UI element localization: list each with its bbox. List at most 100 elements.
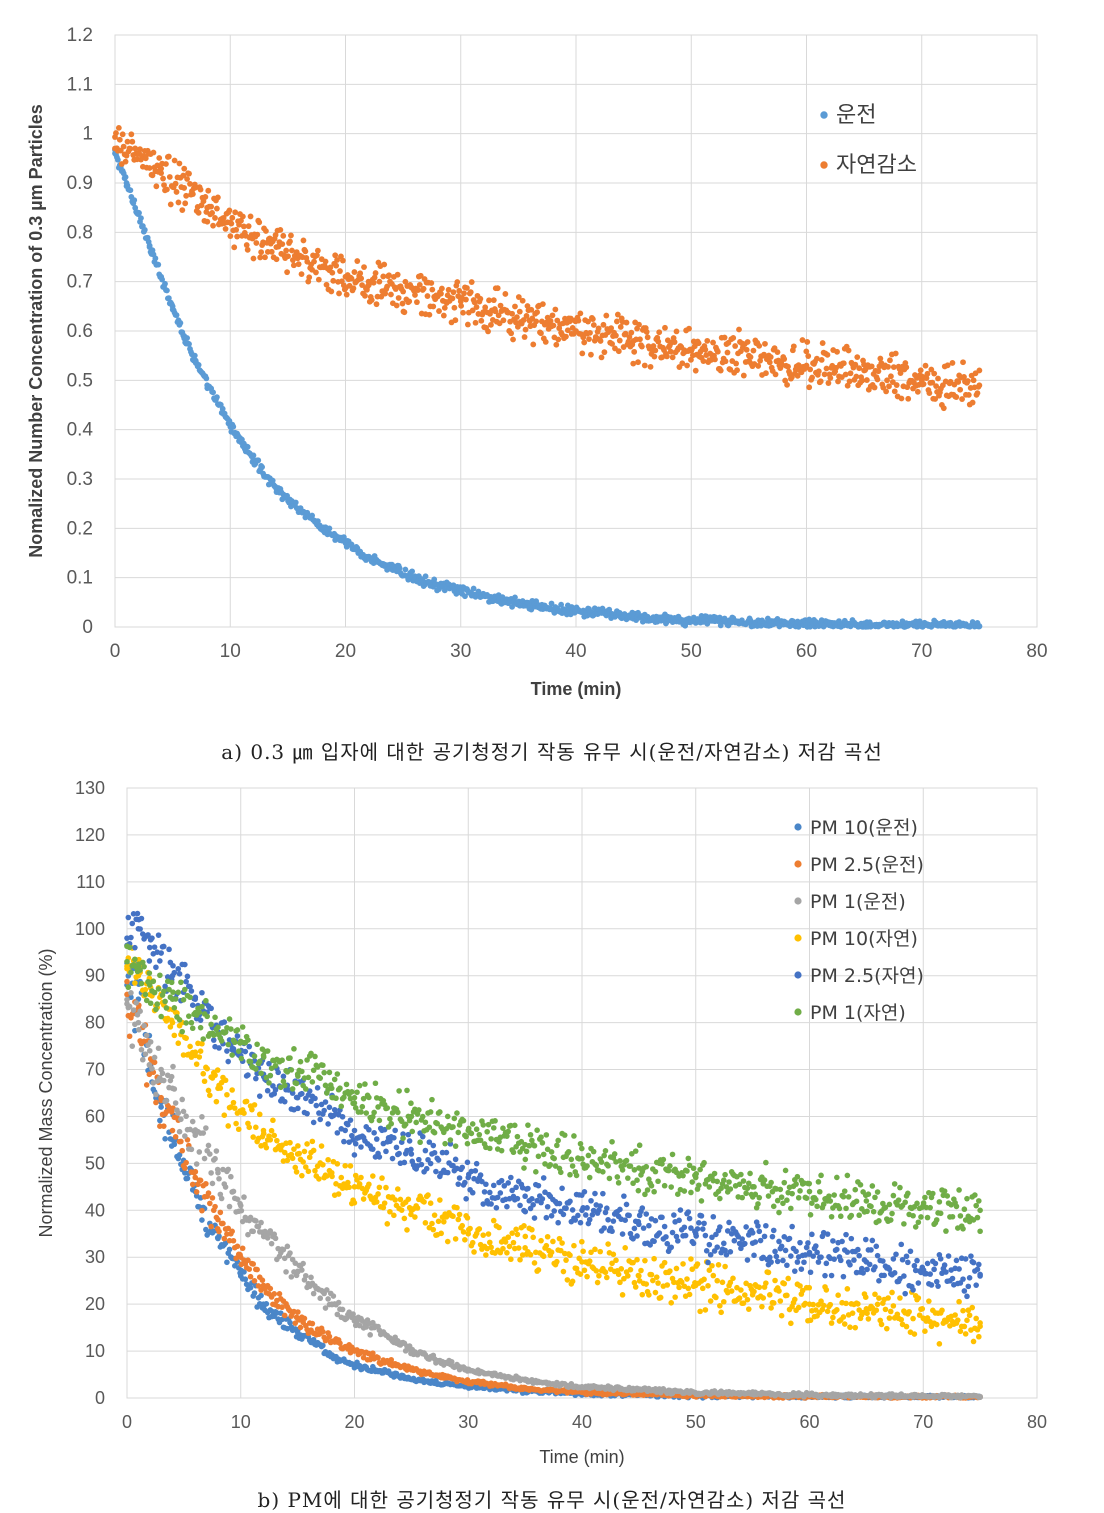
- data-point: [428, 280, 435, 286]
- data-point: [186, 341, 192, 347]
- data-point: [284, 1157, 291, 1164]
- y-tick-label: 40: [85, 1200, 105, 1220]
- data-point: [395, 295, 402, 301]
- data-point: [280, 1073, 287, 1080]
- data-point: [510, 1239, 517, 1246]
- data-point: [392, 1127, 398, 1134]
- data-point: [460, 309, 466, 316]
- data-point: [842, 371, 849, 378]
- data-point: [577, 1271, 584, 1277]
- data-point: [171, 1141, 178, 1148]
- data-point: [243, 1098, 250, 1105]
- data-point: [634, 1256, 640, 1263]
- data-point: [191, 352, 198, 359]
- data-point: [188, 988, 195, 994]
- data-point: [513, 319, 519, 326]
- data-point: [326, 525, 333, 532]
- data-point: [292, 499, 299, 506]
- data-point: [422, 1147, 429, 1154]
- data-point: [271, 1291, 278, 1297]
- data-point: [419, 1133, 426, 1140]
- data-point: [222, 225, 229, 232]
- data-point: [283, 247, 290, 254]
- data-point: [673, 328, 680, 335]
- data-point: [433, 1168, 439, 1175]
- data-point: [742, 1292, 748, 1298]
- data-point: [221, 1235, 228, 1242]
- data-point: [685, 1285, 692, 1292]
- data-point: [813, 355, 820, 362]
- x-tick-label: 20: [344, 1412, 364, 1432]
- data-point: [405, 1131, 412, 1138]
- data-point: [279, 1304, 285, 1311]
- data-point: [255, 1283, 262, 1289]
- data-point: [329, 269, 336, 276]
- data-point: [295, 261, 302, 268]
- data-point: [615, 1271, 622, 1278]
- data-point: [398, 1207, 405, 1213]
- data-point: [576, 1255, 582, 1262]
- data-point: [334, 257, 341, 263]
- data-point: [820, 1302, 827, 1309]
- data-point: [639, 1291, 646, 1298]
- legend-marker: [820, 111, 828, 119]
- data-point: [260, 1130, 267, 1137]
- data-point: [430, 1226, 437, 1233]
- data-point: [256, 219, 263, 226]
- data-point: [383, 1184, 389, 1191]
- data-point: [192, 1168, 199, 1175]
- data-point: [168, 1073, 175, 1080]
- data-point: [919, 1306, 926, 1312]
- data-point: [339, 1306, 346, 1313]
- data-point: [717, 1302, 723, 1309]
- data-point: [401, 1215, 408, 1222]
- data-point: [563, 1257, 569, 1263]
- data-point: [757, 357, 764, 364]
- data-point: [482, 304, 489, 311]
- data-point: [416, 281, 423, 288]
- data-point: [635, 359, 641, 366]
- data-point: [186, 170, 192, 177]
- data-point: [803, 348, 810, 355]
- data-point: [366, 1126, 372, 1133]
- data-point: [229, 1228, 235, 1235]
- data-point: [183, 1035, 189, 1041]
- data-point: [684, 362, 690, 369]
- data-point: [143, 1032, 150, 1039]
- data-point: [438, 1230, 444, 1237]
- data-point: [613, 318, 620, 325]
- data-point: [187, 983, 193, 990]
- data-point: [509, 1187, 515, 1194]
- data-point: [386, 272, 392, 279]
- data-point: [288, 232, 294, 239]
- data-point: [126, 1003, 133, 1010]
- data-point: [210, 222, 216, 229]
- data-point: [809, 374, 815, 381]
- data-point: [547, 318, 554, 324]
- data-point: [705, 1283, 711, 1289]
- data-point: [601, 349, 608, 356]
- data-point: [872, 1291, 878, 1298]
- data-point: [393, 302, 400, 309]
- data-point: [381, 261, 388, 268]
- data-point: [508, 330, 515, 337]
- data-point: [423, 1165, 430, 1172]
- data-point: [151, 1059, 158, 1066]
- data-point: [175, 966, 182, 972]
- data-point: [362, 292, 368, 299]
- data-point: [202, 193, 209, 200]
- data-point: [139, 1056, 146, 1063]
- data-point: [258, 249, 265, 256]
- data-point: [767, 1292, 773, 1298]
- data-point: [341, 1138, 347, 1145]
- data-point: [192, 994, 199, 1001]
- data-point: [883, 388, 890, 395]
- data-point: [310, 1147, 317, 1154]
- data-point: [550, 322, 557, 329]
- data-point: [471, 299, 478, 306]
- data-point: [765, 1269, 772, 1276]
- data-point: [242, 1276, 249, 1283]
- data-point: [497, 302, 504, 309]
- data-point: [445, 286, 452, 293]
- data-point: [230, 1237, 237, 1244]
